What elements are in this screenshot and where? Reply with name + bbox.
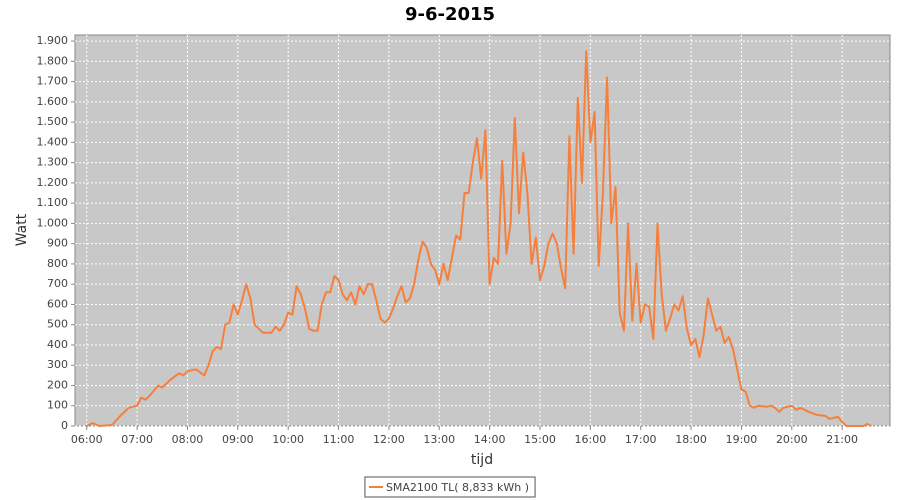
x-tick-label: 15:00 [524,433,556,446]
y-tick-label: 200 [47,378,68,391]
y-tick-label: 400 [47,338,68,351]
x-tick-label: 20:00 [776,433,808,446]
series-line [86,50,872,427]
x-tick-label: 18:00 [675,433,707,446]
plot-area [74,34,891,427]
y-tick-label: 1.100 [37,196,69,209]
y-tick-label: 500 [47,318,68,331]
x-tick-label: 12:00 [373,433,405,446]
y-tick-label: 100 [47,399,68,412]
y-tick-label: 0 [61,419,68,432]
x-tick-label: 07:00 [121,433,153,446]
x-tick-label: 14:00 [474,433,506,446]
y-tick-label: 1.300 [37,156,69,169]
x-tick-label: 17:00 [625,433,657,446]
y-tick-label: 1.500 [37,115,69,128]
y-tick-label: 1.700 [37,75,69,88]
x-tick-label: 09:00 [222,433,254,446]
x-tick-label: 06:00 [71,433,103,446]
y-tick-label: 1.400 [37,135,69,148]
x-tick-label: 21:00 [826,433,858,446]
legend: SMA2100 TL( 8,833 kWh ) [364,476,536,498]
y-tick-label: 1.000 [37,216,69,229]
x-tick-label: 08:00 [172,433,204,446]
x-tick-label: 10:00 [272,433,304,446]
x-axis-label: tijd [471,452,493,468]
y-tick-label: 1.800 [37,54,69,67]
y-axis-label: Watt [14,213,30,246]
x-tick-label: 13:00 [423,433,455,446]
y-tick-label: 900 [47,237,68,250]
y-tick-label: 600 [47,297,68,310]
legend-box [364,476,536,498]
y-tick-label: 1.200 [37,176,69,189]
x-tick-label: 19:00 [726,433,758,446]
y-tick-label: 800 [47,257,68,270]
y-tick-label: 1.900 [37,34,69,47]
y-tick-label: 700 [47,277,68,290]
chart-title: 9-6-2015 [405,4,495,25]
y-tick-label: 1.600 [37,95,69,108]
y-tick-label: 300 [47,358,68,371]
x-tick-label: 11:00 [323,433,355,446]
legend-label: SMA2100 TL( 8,833 kWh ) [386,481,529,494]
x-tick-label: 16:00 [575,433,607,446]
